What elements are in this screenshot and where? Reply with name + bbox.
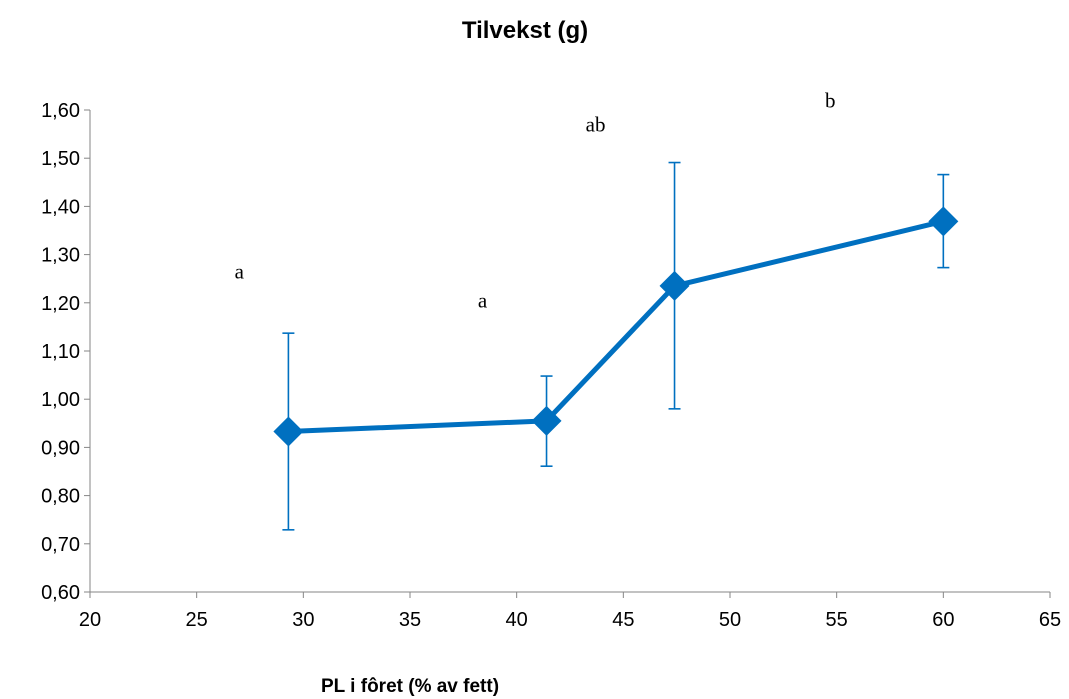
y-tick-label: 1,20 [41,293,80,315]
y-tick-label: 1,40 [41,196,80,218]
x-tick-label: 40 [506,609,528,631]
y-tick-label: 0,90 [41,437,80,459]
data-point-marker [928,206,959,237]
tick-labels: 0,60 0,70 0,80 0,90 1,00 1,10 1,20 1,30 1,40 1,50… [41,100,1061,631]
data-markers [273,206,959,447]
x-tick-label: 30 [292,609,314,631]
x-tick-label: 25 [186,609,208,631]
y-tick-label: 1,60 [41,100,80,122]
x-tick-label: 35 [399,609,421,631]
y-tick-label: 1,10 [41,341,80,363]
significance-label: ab [586,112,606,136]
annotations: a a ab b [235,88,836,312]
y-tick-label: 0,60 [41,582,80,604]
significance-label: b [825,88,836,112]
x-tick-label: 20 [79,609,101,631]
x-tick-label: 45 [612,609,634,631]
data-point-marker [273,416,304,447]
significance-label: a [478,288,488,312]
x-tick-label: 50 [719,609,741,631]
y-tick-label: 1,30 [41,245,80,267]
x-tick-label: 60 [932,609,954,631]
y-tick-label: 0,80 [41,486,80,508]
y-tick-label: 1,50 [41,148,80,170]
significance-label: a [235,259,245,283]
y-tick-label: 0,70 [41,534,80,556]
data-point-marker [659,270,690,301]
y-tick-label: 1,00 [41,389,80,411]
series-lines [288,218,944,434]
x-tick-label: 55 [826,609,848,631]
chart-title: Tilvekst (g) [462,17,588,44]
x-axis-title: PL i fôret (% av fett) [321,676,499,697]
series-line [288,218,944,434]
axes [84,109,1051,598]
data-point-marker [531,405,562,436]
x-tick-label: 65 [1039,609,1061,631]
